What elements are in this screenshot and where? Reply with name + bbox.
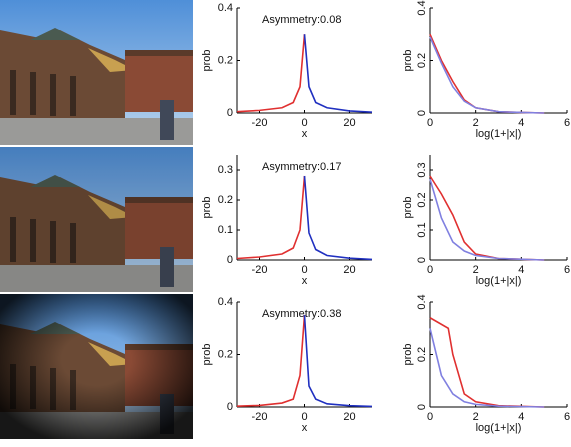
series-line xyxy=(236,34,306,113)
x-label: log(1+|x|) xyxy=(476,422,522,434)
y-label: prob xyxy=(201,196,213,218)
series-line xyxy=(429,317,545,408)
x-tick-label: 20 xyxy=(343,117,355,129)
y-label: prob xyxy=(201,49,213,71)
y-tick-label: 0.2 xyxy=(416,347,428,362)
x-label: x xyxy=(302,275,308,287)
y-label: prob xyxy=(402,196,414,218)
x-tick-label: 4 xyxy=(518,117,524,129)
x-label: log(1+|x|) xyxy=(476,275,522,287)
series-line xyxy=(429,328,545,408)
x-tick-label: 20 xyxy=(343,264,355,276)
x-tick-label: 0 xyxy=(301,117,307,129)
x-tick-label: 6 xyxy=(564,117,570,129)
x-label: log(1+|x|) xyxy=(476,128,522,140)
x-tick-label: 6 xyxy=(564,411,570,423)
x-tick-label: 2 xyxy=(473,411,479,423)
y-tick-label: 0.2 xyxy=(218,194,233,206)
series-line xyxy=(429,36,545,114)
x-tick-label: 0 xyxy=(301,411,307,423)
x-tick-label: 6 xyxy=(564,264,570,276)
y-tick-label: 0 xyxy=(416,110,428,116)
annotation: Asymmetry:0.38 xyxy=(262,308,341,320)
x-label: x xyxy=(302,128,308,140)
y-tick-label: 0.4 xyxy=(218,2,233,14)
photo xyxy=(0,294,193,439)
y-tick-label: 0 xyxy=(416,404,428,410)
x-tick-label: 4 xyxy=(518,264,524,276)
x-tick-label: 2 xyxy=(473,264,479,276)
y-tick-label: 0 xyxy=(227,401,233,413)
y-tick-label: 0.4 xyxy=(416,0,428,15)
x-tick-label: 4 xyxy=(518,411,524,423)
x-tick-label: 0 xyxy=(301,264,307,276)
series-line xyxy=(303,34,373,114)
x-tick-label: -20 xyxy=(252,264,268,276)
y-tick-label: 0.1 xyxy=(416,222,428,237)
series-line xyxy=(429,175,545,261)
photo xyxy=(0,147,193,292)
x-tick-label: 20 xyxy=(343,411,355,423)
y-tick-label: 0 xyxy=(227,107,233,119)
y-tick-label: 0.4 xyxy=(416,294,428,309)
photo xyxy=(0,0,193,145)
y-tick-label: 0.2 xyxy=(416,53,428,68)
x-tick-label: 0 xyxy=(427,411,433,423)
y-tick-label: 0.3 xyxy=(218,164,233,176)
x-tick-label: 0 xyxy=(427,117,433,129)
annotation: Asymmetry:0.17 xyxy=(262,161,341,173)
y-tick-label: 0 xyxy=(227,254,233,266)
x-tick-label: 2 xyxy=(473,117,479,129)
y-label: prob xyxy=(201,343,213,365)
y-tick-label: 0 xyxy=(416,257,428,263)
y-label: prob xyxy=(402,343,414,365)
series-line xyxy=(429,178,545,261)
y-tick-label: 0.3 xyxy=(416,162,428,177)
y-tick-label: 0.2 xyxy=(218,348,233,360)
x-tick-label: -20 xyxy=(252,117,268,129)
y-tick-label: 0.4 xyxy=(218,296,233,308)
y-tick-label: 0.2 xyxy=(218,54,233,66)
series-line xyxy=(236,315,306,408)
annotation: Asymmetry:0.08 xyxy=(262,14,341,26)
y-tick-label: 0.1 xyxy=(218,224,233,236)
x-tick-label: -20 xyxy=(252,411,268,423)
x-tick-label: 0 xyxy=(427,264,433,276)
series-line xyxy=(303,175,373,261)
y-label: prob xyxy=(402,49,414,71)
y-tick-label: 0.2 xyxy=(416,192,428,207)
x-label: x xyxy=(302,422,308,434)
series-line xyxy=(236,175,306,260)
series-line xyxy=(303,315,373,408)
